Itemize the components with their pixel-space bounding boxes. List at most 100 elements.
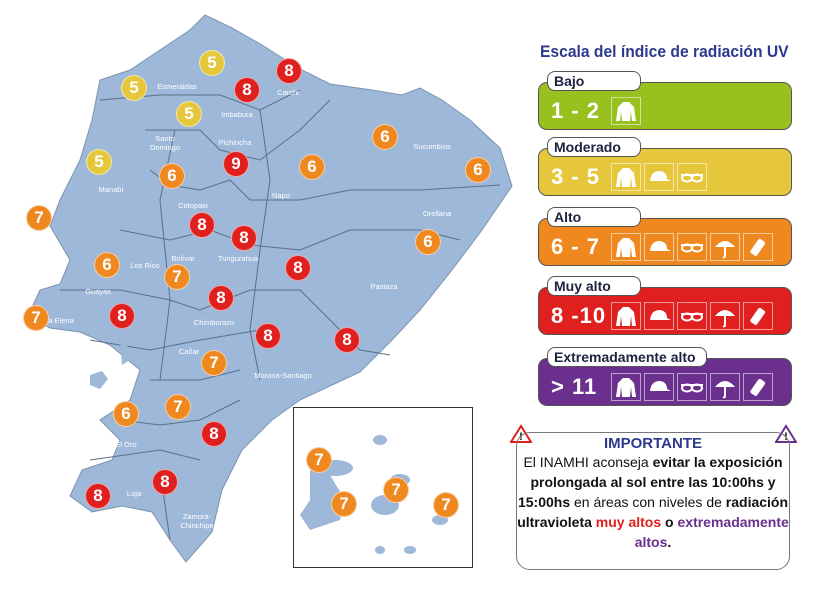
uv-marker: 5	[86, 149, 112, 175]
uv-marker: 8	[152, 469, 178, 495]
sunglasses-icon	[677, 302, 707, 330]
uv-level-extremadamente-alto: Extremadamente alto > 11	[538, 347, 792, 406]
level-range: 3 - 5	[551, 164, 601, 189]
province-label: Napo	[272, 191, 290, 200]
cap-icon	[644, 302, 674, 330]
uv-marker: 8	[234, 77, 260, 103]
notice-text: en áreas con niveles de	[570, 494, 726, 510]
province-label: Chimborazo	[193, 318, 235, 327]
uv-marker: 9	[223, 151, 249, 177]
uv-marker: 6	[372, 124, 398, 150]
province-label: Orellana	[422, 209, 452, 218]
province-label: Bolívar	[171, 254, 195, 263]
uv-marker: 8	[189, 212, 215, 238]
province-label: nta Elena	[42, 316, 74, 325]
province-label: Carchi	[277, 88, 299, 97]
province-label: Morona-Santiago	[254, 371, 312, 380]
legend-title: Escala del índice de radiación UV	[540, 42, 789, 61]
uv-marker: 7	[164, 264, 190, 290]
uv-marker: 6	[159, 163, 185, 189]
sunscreen-icon	[743, 302, 773, 330]
province-label: Sucumbíos	[413, 142, 451, 151]
shirt-icon	[611, 373, 641, 401]
cap-icon	[644, 163, 674, 191]
cap-icon	[644, 233, 674, 261]
umbrella-icon	[710, 233, 740, 261]
province-label: Loja	[126, 489, 142, 498]
level-range: 1 - 2	[551, 98, 601, 123]
uv-marker: 8	[109, 303, 135, 329]
province-label: Pastaza	[370, 282, 398, 291]
uv-marker: 7	[383, 477, 409, 503]
uv-marker: 7	[201, 350, 227, 376]
uv-marker: 8	[208, 285, 234, 311]
uv-marker: 5	[199, 50, 225, 76]
sunglasses-icon	[677, 163, 707, 191]
uv-marker: 8	[255, 323, 281, 349]
uv-marker: 6	[94, 252, 120, 278]
uv-marker: 8	[231, 225, 257, 251]
level-name: Moderado	[547, 137, 641, 157]
province-label: Manabí	[98, 185, 124, 194]
sunglasses-icon	[677, 233, 707, 261]
province-label: Santo Domingo	[149, 134, 180, 152]
province-label: Esmeraldas	[157, 82, 197, 91]
mainland	[27, 14, 513, 563]
shirt-icon	[611, 302, 641, 330]
notice-bold: radiación ultravioleta	[517, 494, 789, 530]
province-label: Guayas	[85, 287, 111, 296]
province-label: Cañar	[178, 347, 200, 356]
shirt-icon	[611, 163, 641, 191]
province-label: Pichincha	[218, 138, 252, 147]
notice-red: muy altos	[595, 514, 662, 530]
notice-title: IMPORTANTE	[603, 435, 703, 452]
uv-marker: 8	[85, 483, 111, 509]
uv-marker: 5	[176, 101, 202, 127]
uv-marker: 7	[165, 394, 191, 420]
province-label: Los Ríos	[130, 261, 160, 270]
notice-text: .	[667, 534, 672, 550]
uv-marker: 6	[299, 154, 325, 180]
uv-marker: 8	[334, 327, 360, 353]
uv-marker: 7	[331, 491, 357, 517]
notice-text: o	[661, 514, 678, 530]
important-notice: IMPORTANTE El INAMHI aconseja evitar la …	[516, 432, 790, 570]
level-range: > 11	[551, 374, 598, 399]
uv-level-moderado: Moderado 3 - 5	[538, 137, 792, 196]
uv-marker: 7	[23, 305, 49, 331]
province-label: Zamora-Chinchipe	[180, 512, 214, 530]
uv-marker: 7	[26, 205, 52, 231]
uv-marker: 5	[121, 75, 147, 101]
notice-bold: evitar la exposición prolongada al sol e…	[517, 454, 783, 510]
level-name: Extremadamente alto	[547, 347, 707, 367]
notice-text: El INAMHI aconseja	[523, 454, 653, 470]
uv-marker: 7	[306, 447, 332, 473]
uv-level-bajo: Bajo 1 - 2	[538, 71, 792, 130]
uv-marker: 6	[113, 401, 139, 427]
uv-marker: 7	[433, 492, 459, 518]
uv-marker: 8	[285, 255, 311, 281]
province-label: Cotopaxi	[178, 201, 208, 210]
level-range: 8 -10	[551, 303, 607, 328]
level-name: Bajo	[547, 71, 641, 91]
shirt-icon	[611, 233, 641, 261]
sunscreen-icon	[743, 233, 773, 261]
level-name: Alto	[547, 207, 641, 227]
shirt-icon	[611, 97, 641, 125]
level-range: 6 - 7	[551, 234, 601, 259]
uv-marker: 6	[415, 229, 441, 255]
province-label: El Oro	[115, 440, 137, 449]
level-name: Muy alto	[547, 276, 641, 296]
uv-marker: 8	[276, 58, 302, 84]
province-label: Imbabura	[221, 110, 253, 119]
notice-purple: extremadamente altos	[634, 514, 789, 550]
sunscreen-icon	[743, 373, 773, 401]
uv-level-alto: Alto 6 - 7	[538, 207, 792, 266]
uv-level-muy-alto: Muy alto 8 -10	[538, 276, 792, 335]
uv-marker: 8	[201, 421, 227, 447]
sunglasses-icon	[677, 373, 707, 401]
uv-marker: 6	[465, 157, 491, 183]
umbrella-icon	[710, 302, 740, 330]
province-label: Tungurahua	[217, 254, 259, 263]
